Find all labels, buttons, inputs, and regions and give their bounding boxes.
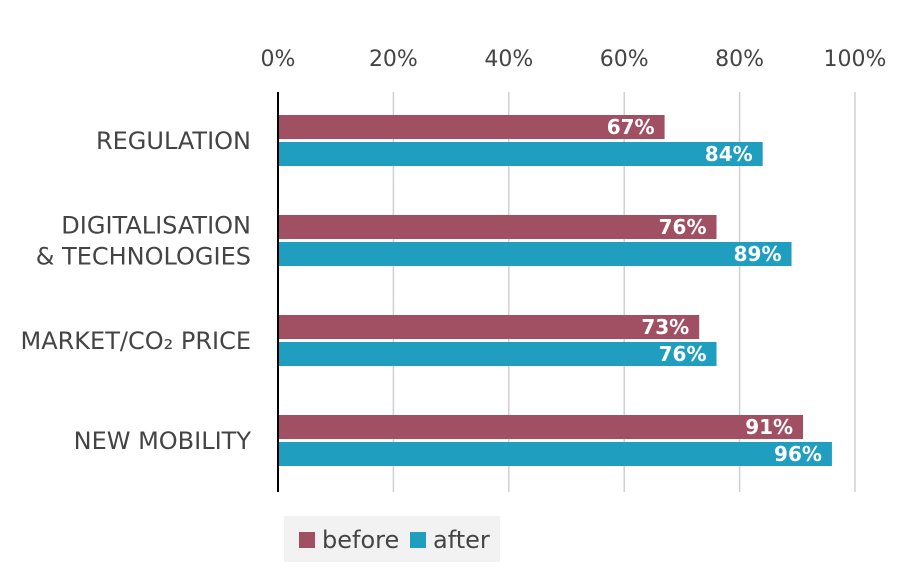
category-label: & TECHNOLOGIES	[36, 243, 251, 271]
legend-swatch-after	[410, 532, 426, 548]
legend-box	[284, 516, 500, 562]
bar-value-label: 96%	[774, 442, 822, 466]
bar-before	[278, 415, 804, 439]
x-tick-label: 0%	[261, 47, 296, 72]
bar-value-label: 89%	[734, 242, 782, 266]
x-tick-label: 100%	[824, 47, 887, 72]
x-tick-label: 80%	[715, 47, 764, 72]
legend-label-before: before	[322, 526, 399, 554]
bar-after	[278, 342, 717, 366]
legend: before after	[284, 516, 500, 562]
x-tick-label: 60%	[600, 47, 649, 72]
bar-before	[278, 315, 700, 339]
category-label: MARKET/CO₂ PRICE	[21, 327, 252, 355]
bar-after	[278, 142, 763, 166]
x-tick-label: 40%	[484, 47, 533, 72]
bar-value-label: 67%	[607, 115, 655, 139]
category-labels: REGULATION DIGITALISATION & TECHNOLOGIES MA…	[21, 127, 252, 455]
bar-value-label: 76%	[659, 215, 707, 239]
category-label: REGULATION	[96, 127, 251, 155]
bar-value-label: 84%	[705, 142, 753, 166]
bar-value-label: 91%	[745, 415, 793, 439]
bars: 67% 84% 76% 89% 73% 76% 91% 96%	[278, 115, 832, 466]
category-label: DIGITALISATION	[61, 212, 251, 240]
legend-swatch-before	[299, 532, 315, 548]
x-tick-label: 20%	[369, 47, 418, 72]
bar-after	[278, 242, 792, 266]
x-axis-tick-labels: 0% 20% 40% 60% 80% 100%	[261, 47, 887, 72]
bar-value-label: 76%	[659, 342, 707, 366]
bar-before	[278, 115, 665, 139]
bar-before	[278, 215, 717, 239]
legend-label-after: after	[433, 526, 490, 554]
category-label: NEW MOBILITY	[74, 427, 252, 455]
bar-value-label: 73%	[641, 315, 689, 339]
bar-after	[278, 442, 832, 466]
